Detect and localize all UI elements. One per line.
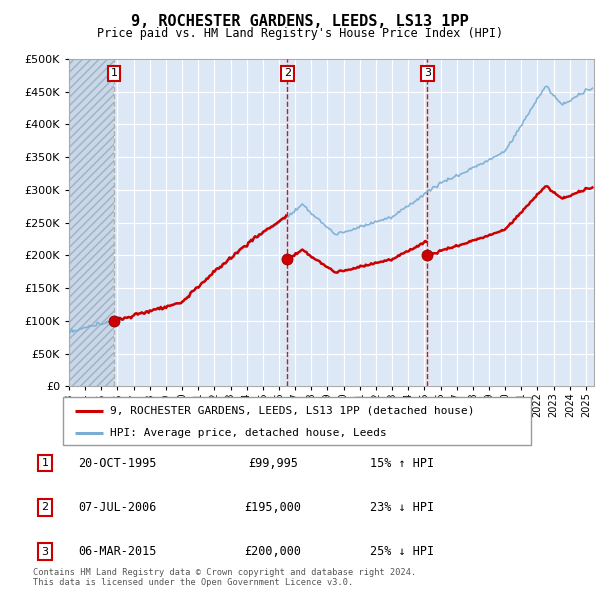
Text: 07-JUL-2006: 07-JUL-2006 [78,501,156,514]
Text: 9, ROCHESTER GARDENS, LEEDS, LS13 1PP (detached house): 9, ROCHESTER GARDENS, LEEDS, LS13 1PP (d… [110,405,475,415]
Text: 1: 1 [41,458,49,468]
Text: 06-MAR-2015: 06-MAR-2015 [78,545,156,558]
Text: 15% ↑ HPI: 15% ↑ HPI [370,457,434,470]
Text: 25% ↓ HPI: 25% ↓ HPI [370,545,434,558]
Text: 2: 2 [284,68,291,78]
FancyBboxPatch shape [63,397,531,445]
Bar [69,59,114,386]
Text: £99,995: £99,995 [248,457,298,470]
Text: 9, ROCHESTER GARDENS, LEEDS, LS13 1PP: 9, ROCHESTER GARDENS, LEEDS, LS13 1PP [131,14,469,30]
Text: Price paid vs. HM Land Registry's House Price Index (HPI): Price paid vs. HM Land Registry's House … [97,27,503,40]
Text: £200,000: £200,000 [245,545,302,558]
Text: 1: 1 [110,68,118,78]
Text: £195,000: £195,000 [245,501,302,514]
Text: HPI: Average price, detached house, Leeds: HPI: Average price, detached house, Leed… [110,428,386,438]
Text: Contains HM Land Registry data © Crown copyright and database right 2024.
This d: Contains HM Land Registry data © Crown c… [33,568,416,587]
Text: 23% ↓ HPI: 23% ↓ HPI [370,501,434,514]
Text: 20-OCT-1995: 20-OCT-1995 [78,457,156,470]
Text: 3: 3 [424,68,431,78]
Text: 2: 2 [41,503,49,512]
Text: 3: 3 [41,547,49,556]
